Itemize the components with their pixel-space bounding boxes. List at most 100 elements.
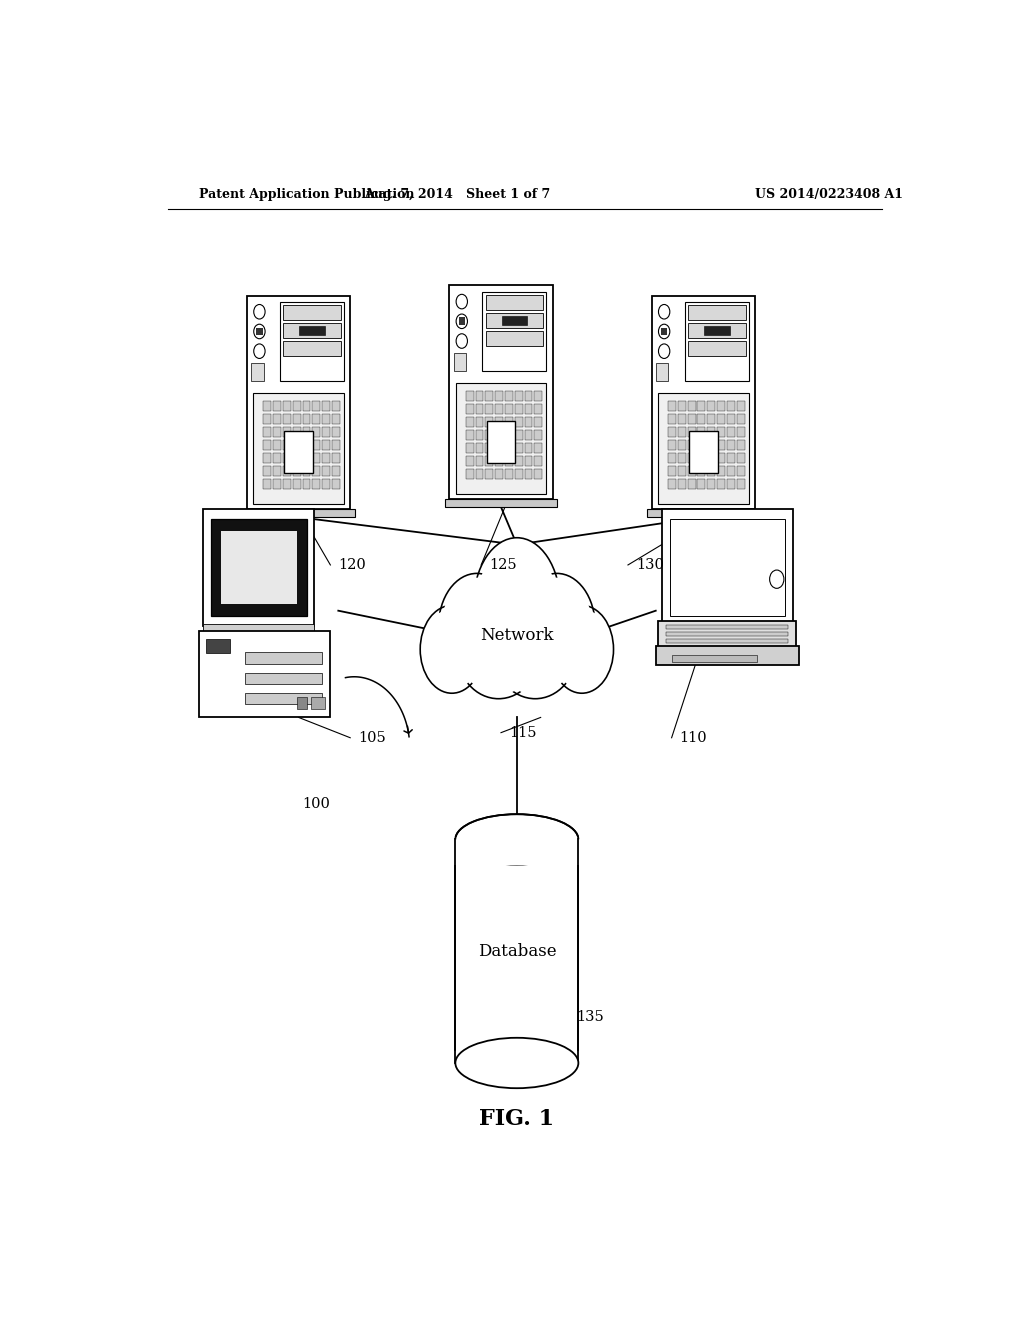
Bar <box>524 442 532 453</box>
Bar <box>655 647 799 664</box>
Bar <box>454 352 466 371</box>
Bar <box>246 693 323 704</box>
Bar <box>678 479 686 490</box>
Bar <box>515 430 522 440</box>
Bar <box>246 673 323 684</box>
Bar <box>273 414 281 424</box>
Bar <box>485 296 543 310</box>
Bar <box>302 440 310 450</box>
Ellipse shape <box>441 578 512 676</box>
Circle shape <box>658 325 670 339</box>
Bar <box>496 455 503 466</box>
Bar <box>312 426 321 437</box>
Bar <box>496 391 503 401</box>
Text: 130: 130 <box>636 558 664 572</box>
Circle shape <box>658 345 670 359</box>
Bar <box>505 417 513 426</box>
Bar <box>688 414 695 424</box>
Bar <box>247 296 350 510</box>
Bar <box>535 430 542 440</box>
Bar <box>302 466 310 477</box>
Bar <box>283 440 291 450</box>
Bar <box>312 453 321 463</box>
Bar <box>475 469 483 479</box>
Bar <box>678 401 686 411</box>
Text: Database: Database <box>477 942 556 960</box>
Bar <box>505 391 513 401</box>
Bar <box>293 426 301 437</box>
Bar <box>708 414 715 424</box>
Bar <box>466 404 473 413</box>
Bar <box>736 426 744 437</box>
Bar <box>727 401 735 411</box>
Bar <box>243 510 355 517</box>
Text: US 2014/0223408 A1: US 2014/0223408 A1 <box>755 189 903 202</box>
Bar <box>293 401 301 411</box>
Bar <box>211 519 306 615</box>
Ellipse shape <box>420 606 483 693</box>
Bar <box>332 440 340 450</box>
Circle shape <box>254 345 265 359</box>
Bar <box>535 469 542 479</box>
Bar <box>717 426 725 437</box>
Bar <box>273 466 281 477</box>
Bar <box>482 292 547 371</box>
Ellipse shape <box>438 573 515 680</box>
Bar <box>535 442 542 453</box>
Bar <box>312 414 321 424</box>
Ellipse shape <box>456 814 579 865</box>
Bar <box>505 455 513 466</box>
Bar <box>515 469 522 479</box>
Ellipse shape <box>518 573 595 680</box>
Bar <box>263 466 271 477</box>
Bar <box>332 479 340 490</box>
Bar <box>302 401 310 411</box>
Bar <box>496 430 503 440</box>
Bar <box>283 426 291 437</box>
Bar <box>708 453 715 463</box>
Bar <box>736 401 744 411</box>
Bar <box>678 426 686 437</box>
Bar <box>651 296 755 510</box>
Bar <box>332 414 340 424</box>
Ellipse shape <box>460 607 537 694</box>
Bar <box>688 479 695 490</box>
Bar <box>535 391 542 401</box>
Bar <box>273 479 281 490</box>
Bar <box>332 426 340 437</box>
Bar <box>302 414 310 424</box>
Bar <box>515 417 522 426</box>
Bar <box>524 404 532 413</box>
Bar <box>466 417 473 426</box>
Bar <box>466 391 473 401</box>
Ellipse shape <box>423 609 481 690</box>
Text: 100: 100 <box>303 797 331 810</box>
Ellipse shape <box>553 609 611 690</box>
Bar <box>736 466 744 477</box>
Bar <box>717 401 725 411</box>
Bar <box>727 414 735 424</box>
Bar <box>717 453 725 463</box>
Bar <box>736 479 744 490</box>
Text: Network: Network <box>480 627 554 644</box>
Bar <box>293 453 301 463</box>
Bar <box>688 342 745 355</box>
Bar <box>293 466 301 477</box>
Bar <box>285 430 313 473</box>
Bar <box>688 305 745 319</box>
Bar <box>502 315 527 325</box>
Bar <box>672 656 758 661</box>
Bar <box>283 466 291 477</box>
Bar <box>485 417 494 426</box>
Bar <box>273 440 281 450</box>
Bar <box>263 479 271 490</box>
Bar <box>524 417 532 426</box>
Bar <box>332 401 340 411</box>
Circle shape <box>254 325 265 339</box>
Bar <box>293 414 301 424</box>
Bar <box>283 401 291 411</box>
Bar <box>475 430 483 440</box>
Ellipse shape <box>477 543 557 664</box>
Bar <box>697 479 706 490</box>
Bar <box>312 479 321 490</box>
